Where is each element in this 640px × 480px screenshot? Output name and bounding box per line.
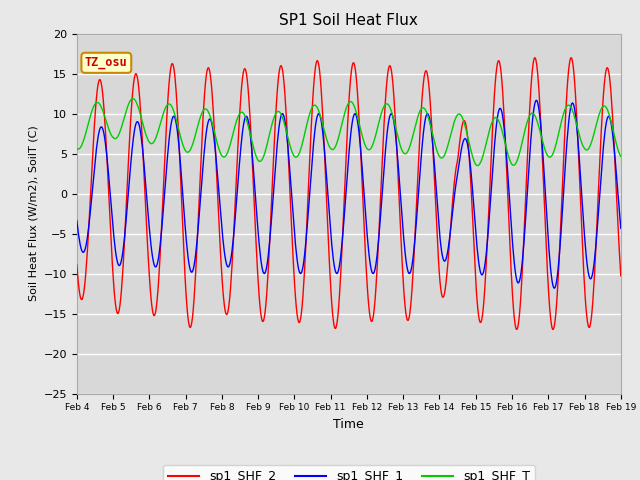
sp1_SHF_T [617,154,625,159]
sp1_SHF_2 [415,153,422,158]
Line: sp1_SHF_T: sp1_SHF_T [77,98,621,166]
sp1_SHF_T [73,146,81,152]
sp1_SHF_T [431,143,439,149]
sp1_SHF_T [140,123,147,129]
sp1_SHF_2 [139,143,147,149]
sp1_SHF_2 [194,225,202,230]
sp1_SHF_1 [194,229,202,235]
sp1_SHF_T [129,96,136,101]
sp1_SHF_2 [83,259,90,265]
sp1_SHF_1 [550,285,558,291]
X-axis label: Time: Time [333,418,364,431]
Text: TZ_osu: TZ_osu [85,56,128,69]
sp1_SHF_1 [73,218,81,224]
Y-axis label: Soil Heat Flux (W/m2), SoilT (C): Soil Heat Flux (W/m2), SoilT (C) [28,126,38,301]
Legend: sp1_SHF_2, sp1_SHF_1, sp1_SHF_T: sp1_SHF_2, sp1_SHF_1, sp1_SHF_T [163,465,535,480]
sp1_SHF_T [83,127,90,133]
sp1_SHF_2 [617,273,625,278]
sp1_SHF_1 [83,239,90,245]
Line: sp1_SHF_1: sp1_SHF_1 [77,100,621,288]
sp1_SHF_2 [73,262,81,268]
sp1_SHF_1 [223,262,230,267]
Line: sp1_SHF_2: sp1_SHF_2 [77,58,621,329]
sp1_SHF_T [195,120,202,126]
sp1_SHF_1 [431,165,438,171]
sp1_SHF_2 [223,312,230,318]
Title: SP1 Soil Heat Flux: SP1 Soil Heat Flux [280,13,418,28]
sp1_SHF_T [223,150,231,156]
sp1_SHF_T [474,163,482,168]
sp1_SHF_2 [549,326,557,332]
sp1_SHF_1 [532,97,540,103]
sp1_SHF_2 [567,55,575,60]
sp1_SHF_1 [139,146,147,152]
sp1_SHF_2 [431,181,438,187]
sp1_SHF_T [416,109,424,115]
sp1_SHF_1 [415,186,422,192]
sp1_SHF_1 [617,226,625,231]
